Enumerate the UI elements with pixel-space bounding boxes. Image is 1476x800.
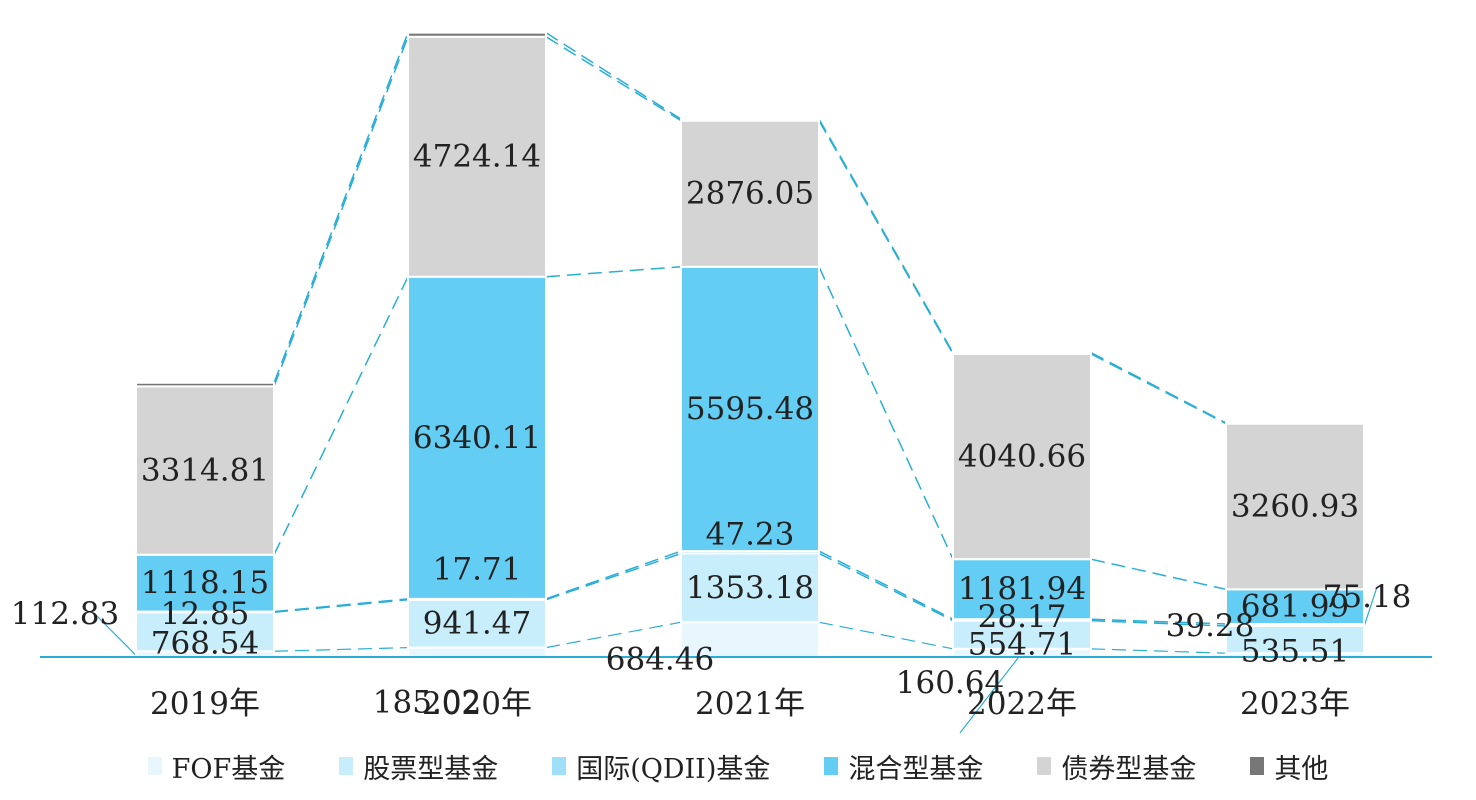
connector-line <box>545 621 682 649</box>
data-label: 5595.48 <box>686 391 814 427</box>
data-label: 112.83 <box>11 596 119 632</box>
connector-line <box>818 550 954 620</box>
bar-segment <box>952 558 1092 621</box>
connector-line <box>273 276 409 556</box>
connector-line <box>545 552 682 601</box>
legend-item: FOF基金 <box>147 747 286 786</box>
connector-line <box>818 266 954 560</box>
x-tick-label: 2020年 <box>422 686 532 722</box>
connector-line <box>545 266 682 278</box>
data-label: 17.71 <box>433 551 522 587</box>
data-label: 554.71 <box>968 627 1076 663</box>
connector-line <box>545 36 682 122</box>
data-label: 75.18 <box>1323 579 1412 615</box>
bar-segment <box>952 351 1092 355</box>
bar-segment <box>1225 588 1365 625</box>
legend-label: FOF基金 <box>171 753 286 785</box>
connector-line <box>1090 351 1227 424</box>
bar-segment <box>1225 421 1365 425</box>
data-label: 185.02 <box>373 684 481 720</box>
data-label: 1353.18 <box>686 570 814 606</box>
legend-item: 债券型基金 <box>1037 747 1196 786</box>
bar-segment <box>135 381 275 388</box>
data-label: 2876.05 <box>686 176 814 212</box>
leader-line <box>959 652 1023 734</box>
data-label: 47.23 <box>706 516 795 552</box>
legend-item: 国际(QDII)基金 <box>552 747 770 786</box>
data-label: 4724.14 <box>413 139 541 175</box>
legend-swatch <box>1250 757 1265 775</box>
leader-line <box>94 613 137 656</box>
data-label: 4040.66 <box>958 439 1086 475</box>
legend-swatch <box>339 757 354 775</box>
data-label: 941.47 <box>423 606 531 642</box>
bar-segment <box>407 31 547 38</box>
bar-segment <box>135 611 275 653</box>
connector-line <box>1090 619 1227 627</box>
x-tick-label: 2022年 <box>967 686 1077 722</box>
legend-label: 其他 <box>1274 753 1329 785</box>
bar-segment <box>1225 624 1365 655</box>
connector-line <box>273 32 409 384</box>
bar-segment <box>952 352 1092 561</box>
bars <box>135 31 1365 659</box>
connector-line <box>1090 353 1227 425</box>
legend-item: 其他 <box>1250 747 1328 786</box>
connector-line <box>273 36 409 387</box>
bar-segment <box>680 265 820 553</box>
legend-label: 股票型基金 <box>363 753 499 785</box>
x-tick-label: 2019年 <box>150 686 260 722</box>
bar-segment <box>135 553 275 613</box>
connector-line <box>545 32 682 120</box>
connector-line <box>1090 618 1227 625</box>
data-label: 681.99 <box>1241 589 1349 625</box>
legend: FOF基金 股票型基金 国际(QDII)基金 混合型基金 债券型基金 其他 <box>0 742 1476 790</box>
connector-line <box>1090 648 1227 654</box>
data-label: 684.46 <box>606 642 714 678</box>
legend-item: 混合型基金 <box>824 747 983 786</box>
bar-segment <box>407 646 547 659</box>
legend-label: 混合型基金 <box>848 753 984 785</box>
connector-line <box>818 118 954 353</box>
bar-segment <box>135 385 275 556</box>
connector-line <box>545 550 682 600</box>
data-label: 28.17 <box>978 599 1067 635</box>
data-label: 6340.11 <box>413 420 541 456</box>
x-tick-label: 2023年 <box>1240 686 1350 722</box>
legend-item: 股票型基金 <box>339 747 498 786</box>
bar-segment <box>680 119 820 268</box>
legend-swatch <box>1037 757 1052 775</box>
data-label: 1118.15 <box>141 565 269 601</box>
bar-segment <box>680 118 820 122</box>
connector-line <box>273 598 409 613</box>
x-tick-labels: 2019年 2020年 2021年 2022年 2023年 <box>150 686 1350 722</box>
data-label: 535.51 <box>1241 634 1349 670</box>
legend-swatch <box>552 757 567 775</box>
data-label: 39.28 <box>1166 608 1255 644</box>
bar-segment <box>407 275 547 600</box>
legend-label: 国际(QDII)基金 <box>576 753 771 785</box>
connector-line <box>1090 558 1227 591</box>
data-label: 12.85 <box>161 596 250 632</box>
data-labels: 112.83 185.02 684.46 160.64 75.18 768.54 941.4… <box>11 139 1412 721</box>
legend-label: 债券型基金 <box>1061 753 1197 785</box>
bar-segment <box>680 552 820 624</box>
legend-swatch <box>824 757 839 775</box>
bar-segment <box>407 35 547 278</box>
data-label: 768.54 <box>151 626 259 662</box>
bar-segment <box>407 598 547 649</box>
connector-lines <box>94 32 1378 734</box>
connector-line <box>818 552 954 622</box>
legend-swatch <box>147 757 162 775</box>
data-label: 1181.94 <box>958 571 1086 607</box>
data-label: 3260.93 <box>1231 488 1359 524</box>
data-label: 160.64 <box>896 665 1004 701</box>
connector-line <box>273 647 409 652</box>
data-label: 3314.81 <box>141 453 269 489</box>
x-tick-label: 2021年 <box>695 686 805 722</box>
connector-line <box>818 621 954 650</box>
connector-line <box>273 599 409 613</box>
